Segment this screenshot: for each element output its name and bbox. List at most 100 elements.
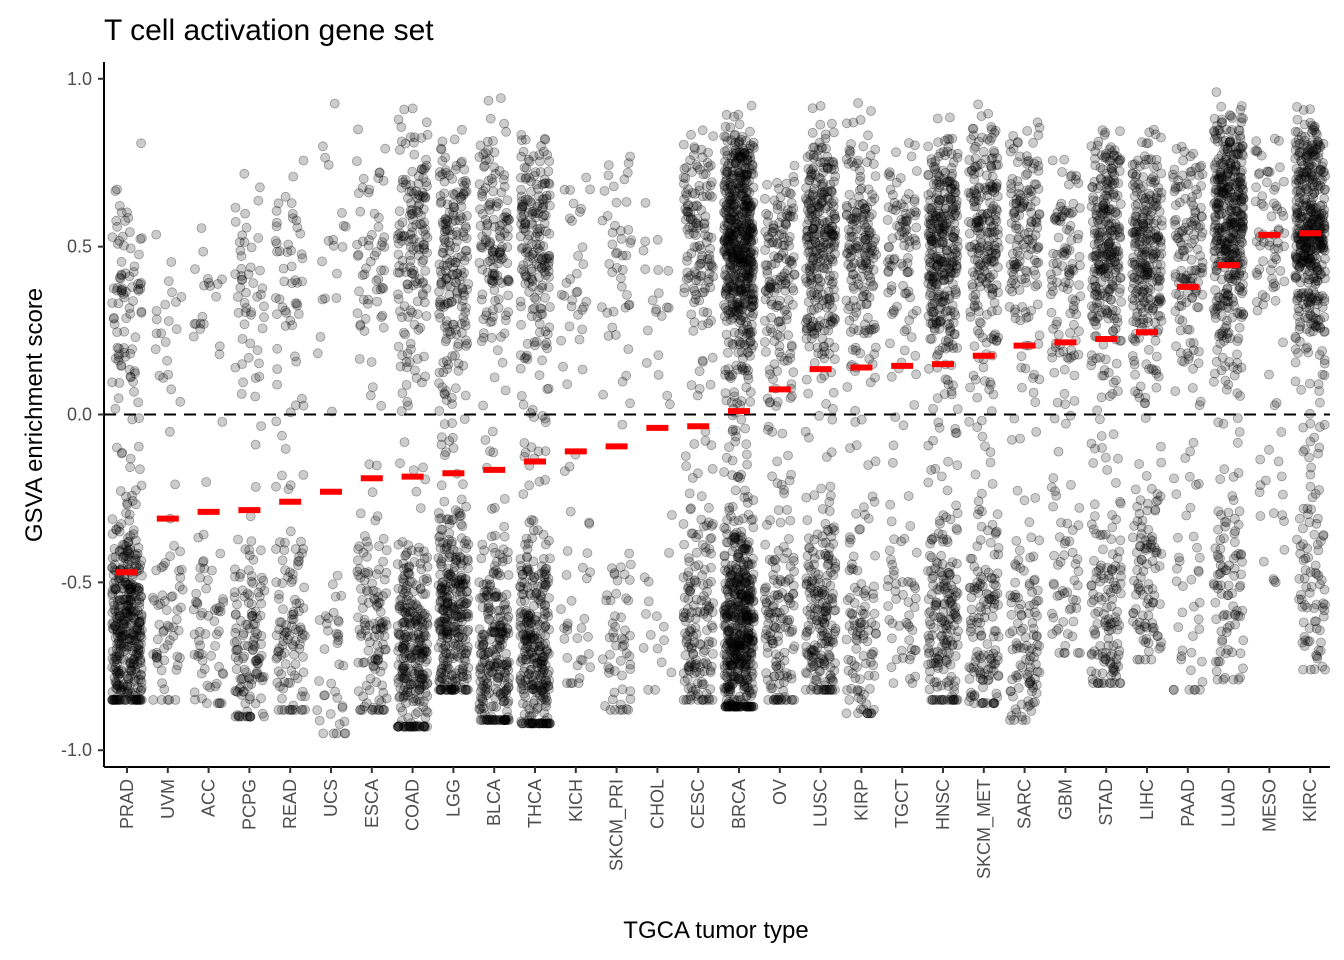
data-point (460, 648, 471, 659)
data-point (775, 517, 786, 528)
data-point (777, 428, 788, 439)
data-point (662, 390, 673, 401)
data-point (408, 465, 419, 476)
data-point (174, 565, 184, 576)
data-point (538, 529, 549, 540)
data-point (112, 238, 123, 249)
data-point (788, 580, 799, 591)
data-point (250, 439, 261, 450)
data-point (532, 228, 543, 239)
data-point (461, 302, 471, 313)
data-point (770, 555, 781, 565)
data-point (317, 256, 327, 267)
data-point (446, 297, 457, 307)
data-point (378, 322, 389, 333)
data-point (492, 676, 503, 687)
data-point (167, 591, 178, 602)
data-point (501, 648, 512, 659)
data-point (133, 683, 143, 693)
data-point (499, 521, 510, 532)
data-point (480, 214, 491, 225)
data-point (115, 686, 126, 697)
data-point (567, 678, 578, 688)
data-point (371, 600, 382, 610)
data-point (766, 296, 777, 307)
data-point (520, 539, 530, 550)
data-point (516, 596, 526, 607)
data-point (517, 653, 528, 663)
data-point (217, 416, 228, 427)
data-point (167, 287, 177, 298)
data-point (531, 294, 542, 305)
data-point (478, 328, 489, 339)
data-point (449, 134, 460, 145)
data-point (558, 361, 568, 372)
data-point (699, 666, 709, 677)
data-point (379, 631, 390, 642)
data-point (273, 666, 284, 677)
data-point (611, 197, 622, 208)
data-point (544, 718, 555, 729)
data-point (565, 274, 576, 284)
data-point (128, 376, 139, 387)
data-point (458, 190, 469, 200)
data-point (107, 588, 118, 598)
data-point (280, 565, 291, 575)
data-point (399, 104, 410, 115)
data-point (119, 292, 130, 303)
data-point (488, 136, 498, 146)
data-point (607, 563, 617, 573)
data-point (126, 603, 137, 613)
data-point (314, 715, 325, 726)
data-point (214, 698, 225, 709)
data-point (723, 370, 734, 380)
data-point (408, 244, 419, 255)
data-point (787, 341, 797, 352)
data-point (730, 485, 741, 496)
data-point (534, 476, 545, 487)
data-point (406, 234, 417, 245)
data-point (420, 712, 431, 723)
data-point (623, 224, 634, 235)
data-point (239, 319, 250, 330)
data-point (273, 646, 283, 657)
data-point (640, 197, 651, 208)
data-point (782, 672, 793, 682)
data-point (119, 540, 130, 551)
data-point (743, 588, 754, 599)
data-point (359, 575, 370, 586)
data-point (518, 399, 529, 410)
data-point (136, 683, 147, 693)
data-point (731, 577, 742, 587)
data-point (279, 626, 290, 636)
data-point (760, 260, 771, 271)
data-point (394, 206, 405, 217)
data-point (434, 406, 445, 416)
data-point (537, 561, 547, 572)
data-point (562, 652, 573, 663)
data-point (328, 234, 339, 245)
data-point (114, 200, 125, 211)
data-point (518, 489, 529, 500)
data-point (694, 366, 705, 377)
data-point (650, 684, 660, 695)
data-point (197, 311, 208, 322)
data-point (122, 686, 133, 697)
data-point (484, 204, 495, 215)
data-point (336, 207, 347, 218)
data-point (736, 414, 747, 425)
data-point (574, 334, 585, 345)
data-point (435, 672, 445, 683)
data-point (230, 609, 241, 619)
data-point (440, 641, 451, 651)
data-point (440, 266, 451, 276)
data-point (639, 572, 650, 583)
data-point (416, 564, 427, 575)
data-point (520, 691, 531, 702)
data-point (688, 325, 699, 336)
data-point (412, 296, 423, 307)
data-point (705, 243, 716, 254)
data-point (163, 316, 174, 326)
data-point (439, 419, 450, 430)
data-point (215, 548, 226, 559)
